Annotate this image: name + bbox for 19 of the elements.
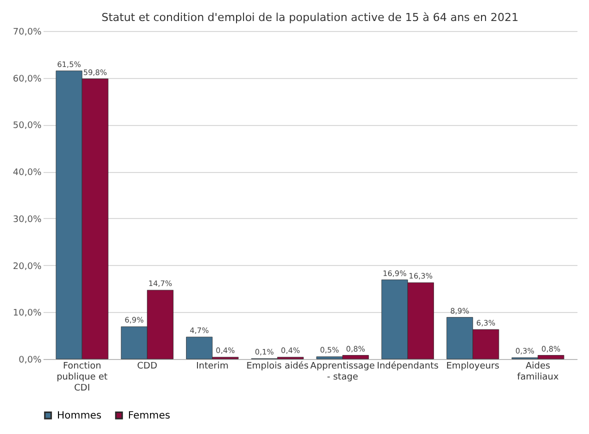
x-tick-label: Indépendants [376,360,439,372]
x-tick-label: Interim [196,362,229,372]
y-tick-label: 0,0% [18,356,42,366]
y-tick-label: 20,0% [12,262,42,272]
y-tick-label: 60,0% [12,74,42,84]
y-tick-label: 30,0% [12,214,42,225]
y-tick-label: 10,0% [12,308,42,319]
x-tick-label: CDD [137,362,158,372]
y-tick-label: 40,0% [12,168,42,178]
y-tick-label: 70,0% [12,28,42,38]
x-tick-label: Apprentissage - stage [310,362,376,382]
x-tick-label: Fonction publique et CDI [56,362,108,394]
chart-title: Statut et condition d'emploi de la population active de 15 à 64 ans en 2021 [101,11,519,24]
x-tick-label: Emplois aidés [246,360,309,372]
y-tick-label: 50,0% [12,121,42,132]
legend-label: Femmes [128,410,170,422]
x-tick-label: Aides familiaux [517,362,560,382]
x-tick-label: Employeurs [446,362,500,372]
legend-label: Hommes [57,410,102,422]
